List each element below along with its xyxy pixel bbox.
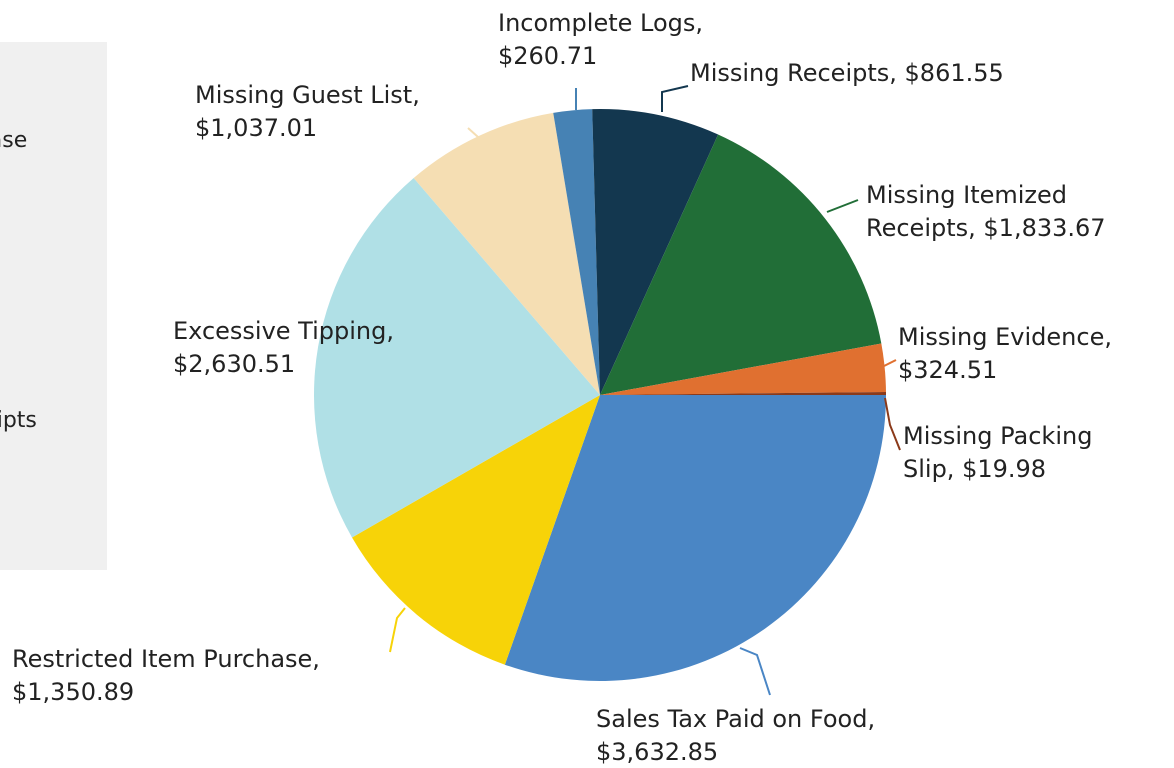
leader-line — [661, 85, 689, 112]
pie-slice — [352, 395, 600, 665]
data-label: Restricted Item Purchase, — [12, 645, 320, 673]
data-label: Slip, $19.98 — [903, 455, 1046, 483]
data-label: Excessive Tipping, — [173, 317, 394, 345]
data-label: $2,630.51 — [173, 350, 295, 378]
legend-label: Sales Tax Paid on Food — [0, 72, 1, 97]
leader-line — [467, 127, 479, 138]
pie — [313, 109, 886, 681]
data-labels: Sales Tax Paid on Food, $3,632.85 Restrict… — [12, 9, 1112, 766]
pie-slice — [504, 395, 886, 681]
legend-panel — [0, 42, 107, 570]
leader-line — [826, 199, 859, 213]
data-label: Missing Packing — [903, 422, 1092, 450]
data-label: Missing Receipts, $861.55 — [690, 59, 1004, 87]
pie-slice — [600, 134, 882, 395]
data-label: $3,632.85 — [596, 738, 718, 766]
pie-slice — [600, 343, 886, 395]
pie-slice — [600, 391, 886, 395]
data-label: $260.71 — [498, 42, 597, 70]
data-label: $324.51 — [898, 356, 997, 384]
data-label: Receipts, $1,833.67 — [866, 214, 1106, 242]
data-label: $1,037.01 — [195, 114, 317, 142]
data-label: Incomplete Logs, — [498, 9, 703, 37]
pie-slice — [592, 109, 719, 395]
leader-line — [389, 607, 406, 653]
data-label: Sales Tax Paid on Food, — [596, 705, 875, 733]
data-label: Missing Guest List, — [195, 81, 420, 109]
leader-line — [739, 647, 771, 696]
pie-slice — [313, 178, 600, 538]
legend-label: Restricted Item Purchase — [0, 128, 27, 153]
legend-label: Missing Itemized Receipts — [0, 408, 37, 433]
data-label: $1,350.89 — [12, 678, 134, 706]
data-label: Missing Itemized — [866, 181, 1067, 209]
leader-line — [884, 397, 901, 451]
pie-slice — [413, 112, 600, 395]
leader-line — [883, 359, 897, 367]
pie-slice — [553, 109, 600, 395]
data-label: Missing Evidence, — [898, 323, 1112, 351]
legend: Sales Tax Paid on Food Restricted Item Pu… — [0, 72, 37, 433]
